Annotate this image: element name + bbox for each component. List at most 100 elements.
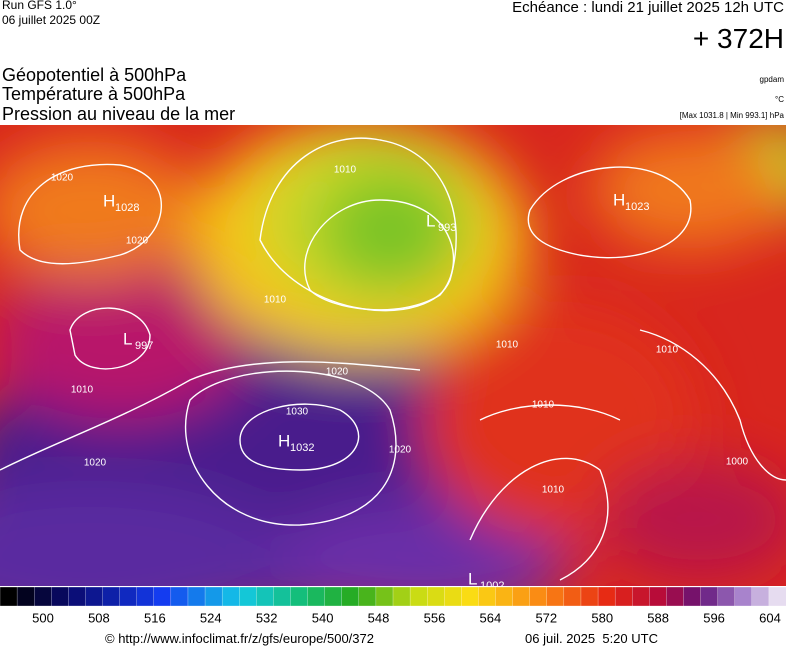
legend-line: Température à 500hPa — [2, 84, 186, 104]
pressure-value: 997 — [135, 340, 153, 352]
colorbar-swatch — [495, 586, 514, 607]
colorbar-swatch — [580, 586, 599, 607]
colorbar-swatch — [204, 586, 223, 607]
colorbar-tick-label: 540 — [312, 610, 334, 625]
pressure-letter: H — [103, 191, 115, 210]
isobar — [239, 403, 360, 471]
colorbar-swatch — [461, 586, 480, 607]
colorbar-swatch — [136, 586, 155, 607]
colorbar-swatch — [0, 586, 18, 607]
pressure-value: 1028 — [115, 202, 139, 214]
colorbar-swatch — [700, 586, 719, 607]
isobar-label: 1020 — [84, 458, 107, 469]
colorbar-tick-label: 580 — [591, 610, 613, 625]
colorbar-swatch — [529, 586, 548, 607]
colorbar-swatch — [153, 586, 172, 607]
colorbar-swatch — [597, 586, 616, 607]
colorbar-tick-label: 524 — [200, 610, 222, 625]
footer-date: 06 juil. 2025 5:20 UTC — [525, 631, 658, 646]
pressure-letter: L — [123, 329, 132, 348]
colorbar-tick-label: 500 — [32, 610, 54, 625]
isobar-label: 1020 — [51, 173, 74, 184]
colorbar-swatch — [751, 586, 770, 607]
isobar — [527, 166, 692, 259]
isobar — [639, 329, 786, 481]
unit: °C — [775, 95, 784, 104]
colorbar-swatch — [563, 586, 582, 607]
colorbar-swatch — [102, 586, 121, 607]
unit: [Max 1031.8 | Min 993.1] hPa — [680, 111, 785, 120]
colorbar-swatch — [649, 586, 668, 607]
pressure-letter: H — [613, 190, 625, 209]
colorbar-swatch — [427, 586, 445, 607]
isobar — [69, 307, 151, 370]
colorbar-tick-label: 556 — [424, 610, 446, 625]
isobar-label: 1010 — [71, 385, 94, 396]
colorbar-swatch — [666, 586, 685, 607]
colorbar-swatch — [546, 586, 565, 607]
isobar-label: 1020 — [389, 445, 412, 456]
pressure-value: 1023 — [625, 201, 649, 213]
pressure-value: 993 — [438, 222, 456, 234]
colorbar-swatch — [614, 586, 633, 607]
colorbar-swatch — [273, 586, 292, 607]
colorbar-swatch — [119, 586, 138, 607]
unit: gpdam — [760, 75, 785, 84]
colorbar-swatch — [187, 586, 206, 607]
colorbar-tick-label: 508 — [88, 610, 110, 625]
colorbar-swatch — [239, 586, 257, 607]
isobar-label: 1010 — [542, 485, 565, 496]
valid-time: Echéance : lundi 21 juillet 2025 12h UTC — [512, 0, 784, 16]
isobar-label: 1010 — [656, 345, 679, 356]
pressure-letter: L — [468, 569, 477, 588]
isobar — [0, 361, 421, 471]
colorbar-swatch — [324, 586, 343, 607]
isobar — [479, 404, 621, 421]
colorbar-tick-label: 572 — [535, 610, 557, 625]
legend-line: Géopotentiel à 500hPa — [2, 65, 187, 85]
map-field — [0, 125, 786, 586]
pressure-value: 1032 — [290, 442, 314, 454]
colorbar-tick-label: 516 — [144, 610, 166, 625]
footer-source: © http://www.infoclimat.fr/z/gfs/europe/… — [105, 631, 374, 646]
colorbar-swatch — [717, 586, 736, 607]
colorbar-swatch — [68, 586, 87, 607]
colorbar-swatch — [392, 586, 411, 607]
colorbar-swatch — [375, 586, 394, 607]
colorbar-tick-label: 588 — [647, 610, 669, 625]
colorbar-swatch — [16, 586, 35, 607]
colorbar-swatch — [358, 586, 377, 607]
colorbar-swatch — [221, 586, 240, 607]
colorbar-swatch — [768, 586, 786, 607]
colorbar-tick-label: 532 — [256, 610, 278, 625]
colorbar-swatch — [341, 586, 360, 607]
colorbar-swatch — [51, 586, 69, 607]
isobar-label: 1010 — [532, 400, 555, 411]
colorbar-swatch — [256, 586, 275, 607]
colorbar-swatch — [512, 586, 531, 607]
colorbar-swatch — [307, 586, 326, 607]
colorbar-swatch — [632, 586, 650, 607]
isobar-label: 1020 — [326, 367, 349, 378]
isobar-label: 1010 — [264, 295, 287, 306]
isobar — [259, 137, 457, 312]
isobar-label: 1030 — [286, 407, 309, 418]
colorbar-tick-label: 548 — [368, 610, 390, 625]
lead-time: + 372H — [693, 23, 784, 54]
isobar-label: 1020 — [126, 236, 149, 247]
isobar — [18, 163, 162, 265]
colorbar-swatch — [85, 586, 104, 607]
run-date: 06 juillet 2025 00Z — [2, 13, 100, 27]
colorbar-swatch — [170, 586, 189, 607]
pressure-letter: L — [426, 211, 435, 230]
isobar-label: 1010 — [496, 340, 519, 351]
colorbar-swatch — [444, 586, 462, 607]
colorbar-swatch — [683, 586, 702, 607]
colorbar-swatch — [409, 586, 428, 607]
colorbar-tick-label: 564 — [480, 610, 502, 625]
colorbar-swatch — [734, 586, 753, 607]
legend-line: Pression au niveau de la mer — [2, 104, 235, 124]
colorbar-swatch — [478, 586, 497, 607]
